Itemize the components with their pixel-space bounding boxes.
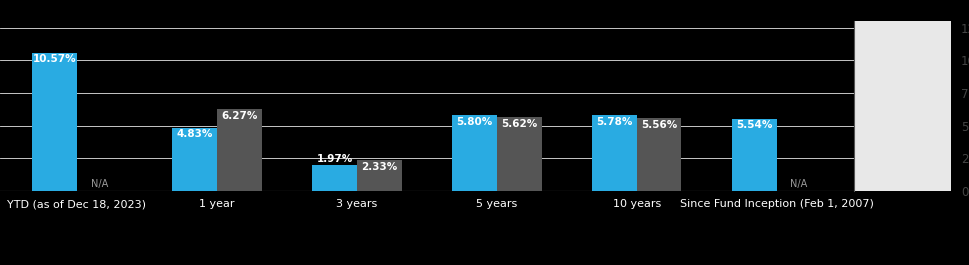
Text: 5.80%: 5.80% <box>455 117 492 127</box>
Bar <box>217 109 262 191</box>
Text: 10.57%: 10.57% <box>33 55 77 64</box>
Bar <box>32 53 77 191</box>
Bar <box>731 118 776 191</box>
Text: 6.27%: 6.27% <box>221 111 257 121</box>
Text: 2.33%: 2.33% <box>360 162 397 172</box>
Text: 5.78%: 5.78% <box>596 117 632 127</box>
Bar <box>496 117 541 191</box>
Text: 1.97%: 1.97% <box>316 154 352 164</box>
Bar <box>452 115 496 191</box>
Text: N/A: N/A <box>91 179 108 189</box>
Bar <box>172 128 217 191</box>
Bar <box>357 160 401 191</box>
Text: 5.62%: 5.62% <box>501 119 537 129</box>
Bar <box>636 118 681 191</box>
Text: 5.54%: 5.54% <box>735 120 771 130</box>
Text: 5.56%: 5.56% <box>641 120 676 130</box>
Text: 4.83%: 4.83% <box>176 129 212 139</box>
Text: N/A: N/A <box>790 179 807 189</box>
Bar <box>312 165 357 191</box>
Bar <box>591 115 636 191</box>
